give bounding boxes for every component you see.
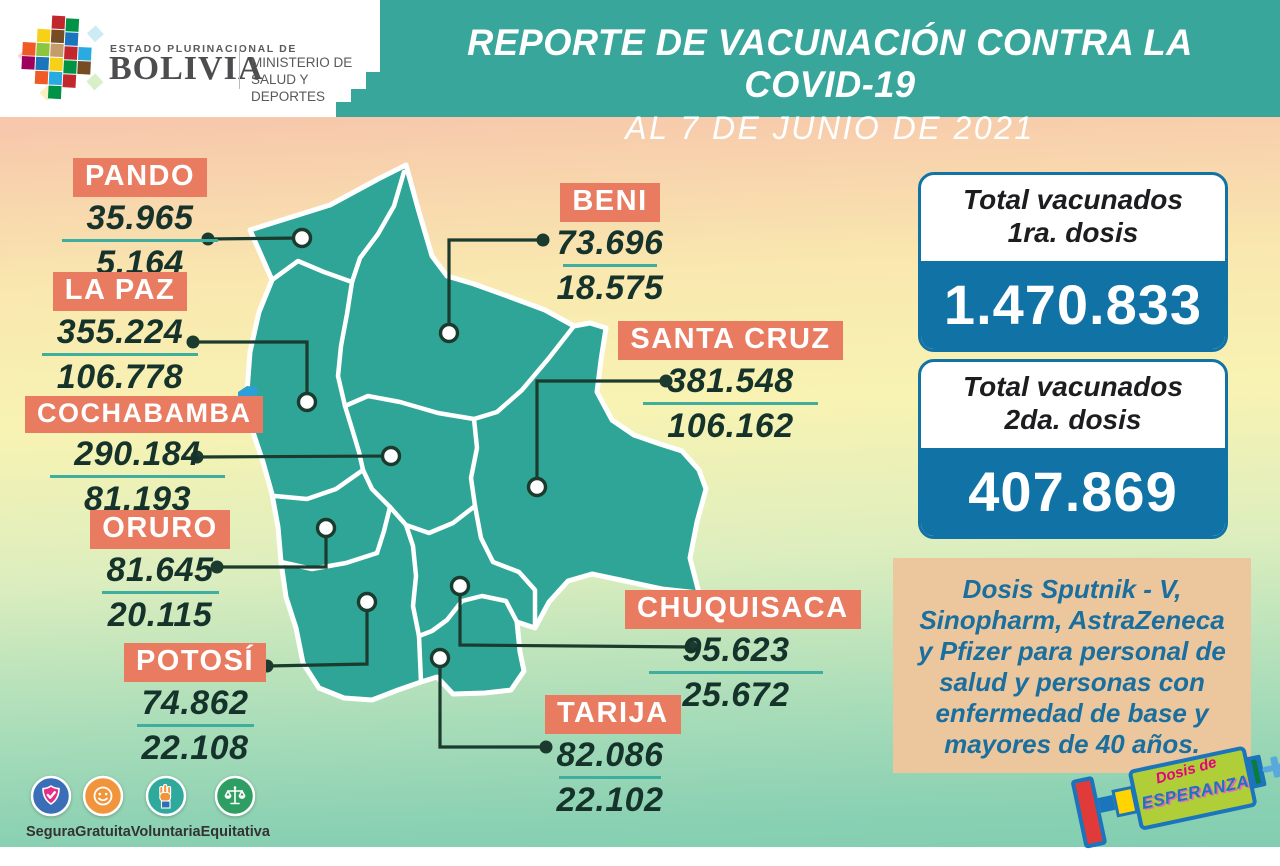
dose2-value: 20.115 — [107, 596, 213, 634]
map-markers — [291, 227, 548, 669]
total-second-dose-label: Total vacunados 2da. dosis — [963, 371, 1183, 435]
dept-label: COCHABAMBA — [25, 396, 264, 433]
map-marker-cochabamba — [380, 445, 402, 467]
bolivia-wordmark: BOLIVIA — [109, 50, 264, 87]
callout-pando: PANDO 35.965 5.164 — [40, 158, 240, 283]
dept-label: BENI — [560, 183, 660, 222]
ministry-name: MINISTERIO DE SALUD Y DEPORTES — [251, 55, 353, 104]
dept-label: TARIJA — [545, 695, 681, 734]
map-marker-pando — [291, 227, 313, 249]
header-divider — [239, 47, 240, 89]
dose2-value: 22.108 — [141, 729, 249, 767]
map-marker-potosi — [356, 591, 378, 613]
map-marker-santa-cruz — [526, 476, 548, 498]
callout-oruro: ORURO 81.645 20.115 — [85, 510, 235, 635]
principle-segura: Segura — [26, 774, 75, 840]
map-marker-chuquisaca — [449, 575, 471, 597]
principle-equitativa: Equitativa — [201, 774, 270, 840]
total-second-dose-card: Total vacunados 2da. dosis 407.869 — [918, 359, 1228, 539]
dose-divider — [42, 353, 198, 356]
bolivia-state-emblem — [17, 15, 104, 101]
dose2-value: 22.102 — [556, 781, 664, 819]
syringe-barrel: Dosis de ESPERANZA — [1127, 745, 1258, 831]
ministry-logo-box: ESTADO PLURINACIONAL DE BOLIVIA MINISTER… — [0, 0, 380, 117]
principle-gratuita: Gratuita — [75, 774, 131, 840]
dose-divider — [62, 239, 218, 242]
dose-divider — [101, 591, 219, 594]
department-borders — [269, 169, 577, 685]
dept-label: LA PAZ — [52, 272, 188, 311]
callout-dots — [186, 232, 698, 754]
map-marker-tarija — [429, 647, 451, 669]
map-marker-la-paz — [296, 391, 318, 413]
callout-connectors — [193, 236, 692, 749]
dose1-value: 74.862 — [141, 684, 249, 722]
dose-divider — [649, 671, 823, 674]
total-first-dose-card: Total vacunados 1ra. dosis 1.470.833 — [918, 172, 1228, 352]
map-marker-beni — [438, 322, 460, 344]
header-bar: REPORTE DE VACUNACIÓN CONTRA LA COVID-19… — [0, 0, 1280, 146]
dept-label: SANTA CRUZ — [618, 321, 843, 360]
dose1-value: 290.184 — [74, 435, 201, 473]
shield-check-icon — [30, 775, 71, 817]
dose1-value: 73.696 — [556, 224, 664, 262]
dept-label: ORURO — [90, 510, 230, 549]
smiley-icon — [82, 775, 124, 817]
dept-label: CHUQUISACA — [625, 590, 861, 629]
dose-divider — [136, 724, 254, 727]
callout-santa-cruz: SANTA CRUZ 381.548 106.162 — [618, 321, 843, 446]
callout-tarija: TARIJA 82.086 22.102 — [545, 695, 681, 820]
dose-divider — [642, 402, 819, 405]
dose1-value: 82.086 — [556, 736, 664, 774]
dose1-value: 81.645 — [106, 551, 214, 589]
callout-la-paz: LA PAZ 355.224 106.778 — [20, 272, 220, 397]
dose2-value: 25.672 — [682, 676, 790, 714]
vaccination-principles: Segura Gratuita Volunt — [26, 774, 270, 840]
dose2-value: 106.778 — [56, 358, 184, 396]
estado-plurinacional-label: ESTADO PLURINACIONAL DE — [110, 43, 297, 55]
dose1-value: 35.965 — [86, 199, 194, 237]
dose1-value: 381.548 — [667, 362, 794, 400]
callout-cochabamba: COCHABAMBA 290.184 81.193 — [25, 396, 264, 519]
dept-label: PANDO — [72, 158, 208, 197]
total-second-dose-value: 407.869 — [921, 448, 1225, 536]
dose-divider — [49, 475, 226, 478]
dose1-value: 355.224 — [56, 313, 184, 351]
vaccine-note: Dosis Sputnik - V, Sinopharm, AstraZenec… — [893, 558, 1251, 773]
dose-divider — [563, 264, 657, 267]
dept-label: POTOSÍ — [123, 643, 267, 682]
callout-beni: BENI 73.696 18.575 — [550, 183, 670, 308]
principle-voluntaria: Voluntaria — [131, 774, 201, 840]
dose2-value: 106.162 — [667, 407, 794, 445]
balance-scale-icon — [214, 775, 256, 817]
dose1-value: 95.623 — [682, 631, 790, 669]
dose-divider — [559, 776, 661, 779]
report-title-line2: AL 7 DE JUNIO DE 2021 — [625, 110, 1035, 146]
total-first-dose-value: 1.470.833 — [921, 261, 1225, 349]
syringe-needle-hub — [1269, 756, 1280, 778]
callout-chuquisaca: CHUQUISACA 95.623 25.672 — [625, 590, 861, 715]
report-title-line1: REPORTE DE VACUNACIÓN CONTRA LA COVID-19 — [467, 22, 1193, 105]
bolivia-map — [186, 165, 706, 754]
raised-hand-icon — [145, 775, 186, 817]
report-title: REPORTE DE VACUNACIÓN CONTRA LA COVID-19… — [390, 0, 1270, 146]
dose2-value: 18.575 — [556, 269, 664, 307]
map-marker-oruro — [315, 517, 337, 539]
callout-potosi: POTOSÍ 74.862 22.108 — [120, 643, 270, 768]
total-first-dose-label: Total vacunados 1ra. dosis — [963, 184, 1183, 248]
